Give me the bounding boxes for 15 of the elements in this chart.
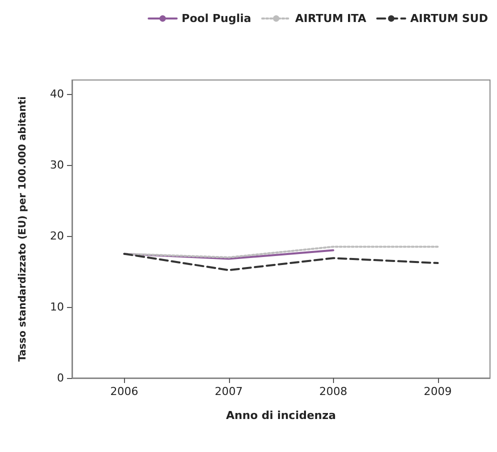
x-tick-label: 2008 xyxy=(319,385,348,398)
x-tick-label: 2007 xyxy=(214,385,243,398)
y-tick-label: 20 xyxy=(50,230,64,243)
y-tick-label: 10 xyxy=(50,300,64,314)
legend-label: AIRTUM SUD xyxy=(410,12,488,25)
legend-label: Pool Puglia xyxy=(182,12,252,25)
y-tick-label: 30 xyxy=(50,158,64,172)
x-tick-label: 2009 xyxy=(424,385,452,398)
legend-label: AIRTUM ITA xyxy=(295,12,367,25)
y-axis-title: Tasso standardizzato (EU) per 100.000 abitanti xyxy=(18,96,28,362)
line-series xyxy=(123,252,439,272)
y-tick-label: 40 xyxy=(50,88,64,101)
x-axis-title: Anno di incidenza xyxy=(226,409,336,422)
y-tick-label: 0 xyxy=(57,372,64,384)
x-tick-label: 2006 xyxy=(110,385,138,398)
